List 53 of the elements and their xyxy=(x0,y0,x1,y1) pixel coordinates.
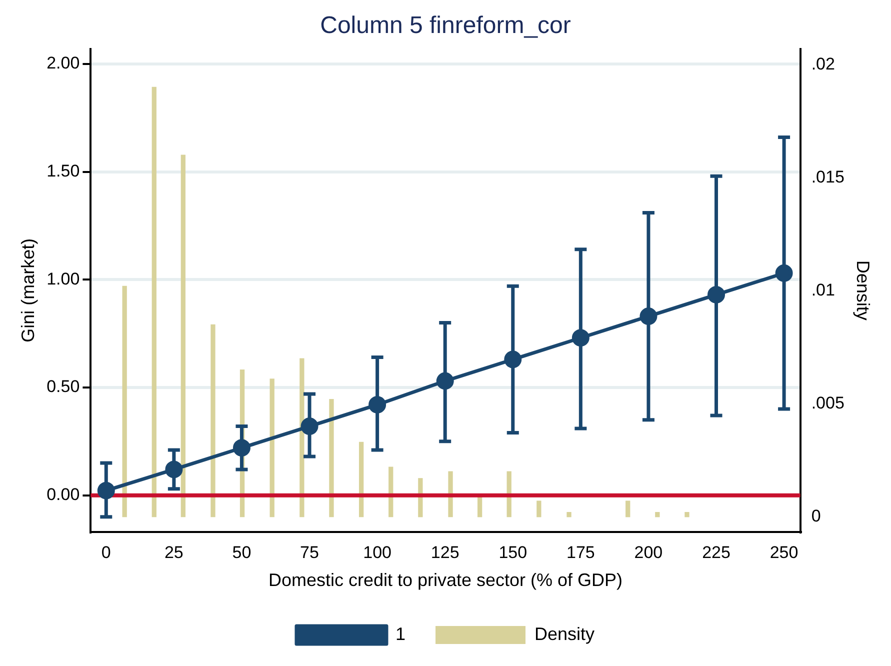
y-tick-label: 0.00 xyxy=(46,485,80,504)
x-tick-label: 200 xyxy=(634,542,663,562)
bar xyxy=(358,442,364,518)
bar xyxy=(477,496,482,518)
point xyxy=(436,372,454,390)
bar xyxy=(448,471,453,518)
bar xyxy=(122,286,127,518)
point xyxy=(165,460,183,478)
chart-title: Column 5 finreform_cor xyxy=(320,12,571,40)
bar xyxy=(536,500,542,518)
point xyxy=(504,350,522,368)
bar xyxy=(270,378,274,518)
y-tick-label: 2.00 xyxy=(46,54,80,73)
bar xyxy=(329,398,334,518)
x-tick-label: 25 xyxy=(164,542,184,562)
bar xyxy=(626,500,630,518)
point xyxy=(708,286,726,304)
x-tick-label: 50 xyxy=(232,542,252,562)
y2-axis-title: Density xyxy=(853,260,874,320)
bar xyxy=(180,154,186,518)
y2-tick-label: .005 xyxy=(811,393,844,412)
point xyxy=(640,308,658,326)
point xyxy=(97,482,115,500)
y2-tick-label: .02 xyxy=(811,54,835,74)
point xyxy=(572,329,590,347)
x-tick-label: 100 xyxy=(363,542,392,562)
y-tick-label: 1.00 xyxy=(46,269,80,288)
point xyxy=(300,418,318,436)
y-tick-label: 1.50 xyxy=(46,161,80,180)
bar xyxy=(300,358,304,518)
x-tick-label: 250 xyxy=(770,542,798,562)
x-tick-label: 125 xyxy=(430,542,460,562)
x-tick-label: 150 xyxy=(498,542,528,562)
y-axis-title: Gini (market) xyxy=(18,238,38,342)
legend-label: Density xyxy=(534,624,595,644)
point xyxy=(368,396,386,414)
bar xyxy=(684,512,690,518)
bar xyxy=(152,86,156,518)
bar xyxy=(210,324,216,518)
y2-tick-label: 0 xyxy=(811,506,821,526)
x-tick-label: 175 xyxy=(566,542,595,562)
point xyxy=(775,264,793,282)
bar xyxy=(655,512,660,518)
x-axis-title: Domestic credit to private sector (% of GDP) xyxy=(268,570,623,590)
point xyxy=(232,439,250,457)
legend-label: 1 xyxy=(395,624,406,644)
x-tick-label: 225 xyxy=(702,542,730,562)
y2-tick-label: .01 xyxy=(811,280,835,300)
y-tick-label: 0.50 xyxy=(46,377,80,396)
x-tick-label: 0 xyxy=(101,542,111,562)
x-tick-label: 75 xyxy=(300,542,319,562)
y2-tick-label: .015 xyxy=(811,167,844,186)
bar xyxy=(566,512,572,518)
